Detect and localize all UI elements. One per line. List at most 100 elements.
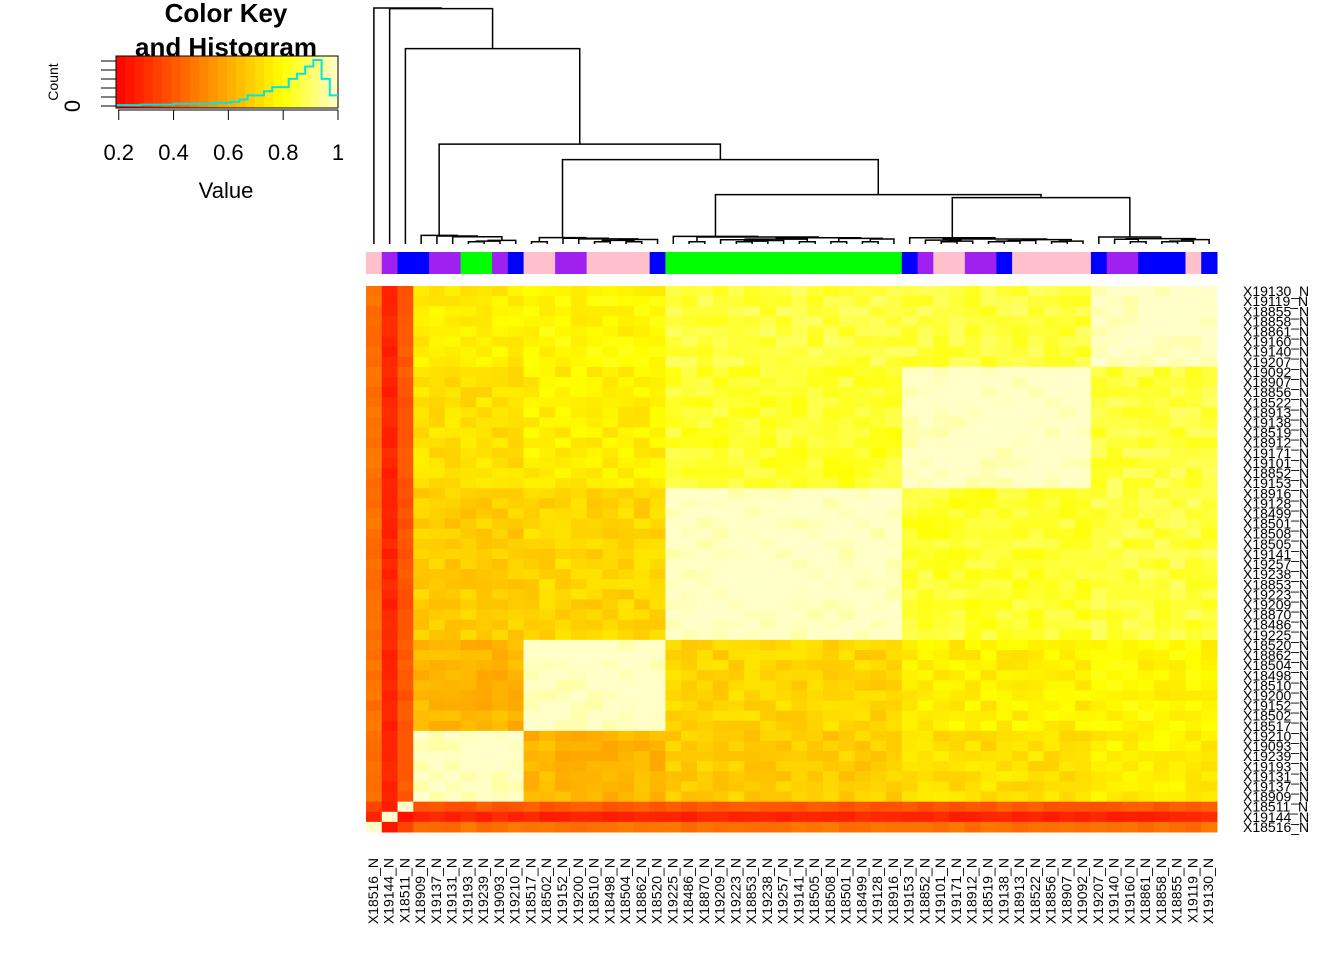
heatmap-cell	[712, 771, 729, 782]
heatmap-cell	[996, 761, 1013, 772]
sidebar-cell	[492, 252, 509, 274]
heatmap-cell	[618, 569, 635, 580]
heatmap-cell	[413, 821, 430, 833]
heatmap-cell	[429, 518, 446, 530]
heatmap-cell	[507, 377, 525, 388]
heatmap-cell	[901, 346, 919, 358]
heatmap-cell	[476, 387, 493, 398]
row-label: X19209_N	[1243, 597, 1309, 613]
heatmap-cell	[696, 700, 714, 712]
heatmap-cell	[602, 508, 619, 520]
heatmap-cell	[1106, 498, 1123, 509]
heatmap-cell	[460, 569, 477, 580]
heatmap-cell	[791, 366, 808, 378]
heatmap-cell	[949, 468, 966, 479]
heatmap-cell	[586, 508, 603, 520]
heatmap-cell	[886, 619, 903, 631]
heatmap-cell	[381, 478, 399, 489]
heatmap-cell	[602, 457, 619, 469]
row-label: X19152_N	[1243, 698, 1309, 714]
heatmap-cell	[775, 508, 792, 520]
heatmap-cell	[366, 781, 383, 793]
heatmap-cell	[933, 518, 950, 530]
heatmap-cell	[429, 306, 446, 317]
heatmap-cell	[570, 417, 588, 429]
heatmap-cell	[633, 559, 651, 570]
heatmap-cell	[1106, 417, 1123, 429]
heatmap-cell	[854, 650, 871, 661]
heatmap-cell	[366, 387, 383, 398]
heatmap-cell	[602, 346, 619, 358]
dendrogram-branch	[530, 240, 548, 244]
heatmap-cell	[460, 457, 477, 469]
heatmap-cell	[1059, 306, 1076, 317]
heatmap-cell	[413, 437, 430, 449]
sidebar-cell	[586, 252, 603, 274]
heatmap-cell	[381, 761, 399, 772]
heatmap-cell	[602, 781, 619, 793]
heatmap-cell	[712, 680, 729, 691]
heatmap-cell	[1153, 457, 1171, 469]
heatmap-cell	[460, 741, 477, 752]
heatmap-cell	[633, 286, 651, 297]
heatmap-cell	[728, 670, 745, 681]
heatmap-cell	[996, 700, 1013, 712]
row-label: X19144_N	[1243, 809, 1309, 825]
heatmap-cell	[823, 397, 840, 408]
heatmap-cell	[413, 599, 430, 611]
heatmap-cell	[633, 508, 651, 520]
heatmap-cell	[429, 488, 446, 499]
heatmap-cell	[917, 407, 934, 418]
heatmap-cell	[555, 801, 572, 813]
heatmap-cell	[807, 457, 824, 469]
heatmap-cell	[586, 346, 603, 358]
heatmap-cell	[933, 326, 950, 338]
heatmap-cell	[823, 498, 840, 509]
heatmap-cell	[791, 478, 808, 489]
heatmap-cell	[1059, 589, 1076, 600]
heatmap-cell	[1106, 296, 1123, 307]
heatmap-cell	[539, 720, 556, 732]
heatmap-cell	[1185, 366, 1202, 378]
heatmap-cell	[744, 538, 761, 550]
heatmap-cell	[570, 619, 588, 631]
heatmap-cell	[523, 801, 540, 813]
heatmap-cell	[807, 306, 824, 317]
heatmap-cell	[649, 296, 666, 307]
heatmap-cell	[649, 397, 666, 408]
heatmap-cell	[523, 437, 540, 449]
heatmap-cell	[1043, 538, 1060, 550]
heatmap-cell	[618, 336, 635, 348]
heatmap-cell	[1122, 366, 1139, 378]
heatmap-cell	[507, 528, 525, 540]
heatmap-cell	[728, 468, 745, 479]
heatmap-cell	[1012, 650, 1029, 661]
heatmap-cell	[807, 761, 824, 772]
heatmap-cell	[602, 518, 619, 530]
heatmap-cell	[444, 639, 462, 651]
heatmap-cell	[618, 437, 635, 449]
heatmap-cell	[1122, 761, 1139, 772]
heatmap-cell	[949, 811, 966, 823]
heatmap-cell	[618, 751, 635, 762]
color-key-swatch	[134, 56, 145, 108]
heatmap-cell	[1075, 579, 1092, 590]
color-key-swatch	[328, 56, 339, 108]
heatmap-cell	[854, 569, 871, 580]
heatmap-cell	[1201, 811, 1218, 823]
heatmap-cell	[1106, 447, 1123, 459]
heatmap-cell	[1043, 690, 1060, 702]
heatmap-cell	[791, 650, 808, 661]
heatmap-cell	[602, 650, 619, 661]
heatmap-cell	[618, 791, 635, 803]
heatmap-cell	[507, 306, 525, 317]
heatmap-cell	[917, 629, 934, 641]
heatmap-cell	[539, 751, 556, 762]
heatmap-cell	[555, 457, 572, 469]
heatmap-cell	[1153, 488, 1171, 499]
row-label: X19128_N	[1243, 495, 1309, 511]
heatmap-cell	[1169, 629, 1186, 641]
heatmap-cell	[712, 791, 729, 803]
heatmap-cell	[759, 356, 777, 368]
heatmap-cell	[649, 306, 666, 317]
